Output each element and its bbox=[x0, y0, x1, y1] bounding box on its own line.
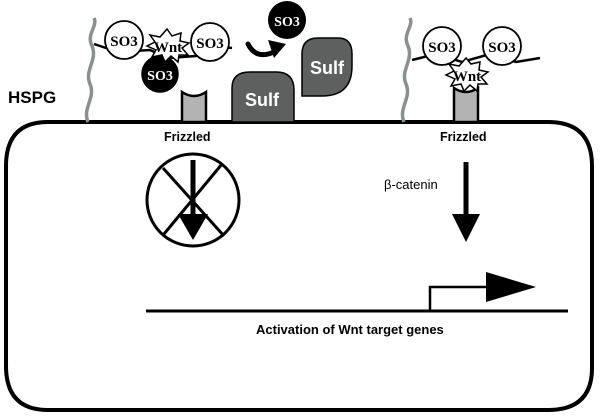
blocked-signal-symbol bbox=[145, 152, 241, 248]
frizzled-receptor-right bbox=[452, 85, 480, 124]
so3-circle-left-2 bbox=[190, 22, 230, 62]
so3-text-right-2: SO3 bbox=[488, 40, 516, 56]
so3-text-right-1: SO3 bbox=[428, 40, 456, 56]
so3-text-left-3: SO3 bbox=[147, 69, 173, 84]
so3-text-removed: SO3 bbox=[274, 15, 300, 30]
wnt-burst-left bbox=[145, 27, 191, 64]
so3-group-left: SO3 SO3 SO3 bbox=[104, 20, 230, 93]
removal-arrowhead bbox=[268, 40, 286, 58]
wnt-text-right: Wnt bbox=[453, 69, 481, 85]
so3-circle-right-2 bbox=[482, 26, 522, 66]
activation-label: Activation of Wnt target genes bbox=[256, 322, 444, 337]
sulf-text-bound: Sulf bbox=[245, 90, 280, 110]
so3-text-left-1: SO3 bbox=[110, 34, 138, 50]
blocked-cross-1 bbox=[161, 166, 226, 238]
wnt-burst-right bbox=[444, 56, 490, 93]
cell-membrane bbox=[3, 120, 594, 412]
so3-circle-removed bbox=[268, 1, 306, 39]
sulf-enzyme-bound bbox=[231, 71, 295, 123]
beta-catenin-label: β-catenin bbox=[384, 177, 438, 192]
so3-circle-left-1 bbox=[104, 20, 144, 60]
sulf-enzyme-released bbox=[301, 37, 353, 97]
transcription-arrowhead bbox=[486, 272, 536, 302]
hspg-chain-left bbox=[84, 17, 97, 123]
frizzled-label-right: Frizzled bbox=[440, 130, 487, 144]
beta-catenin-arrowhead bbox=[452, 214, 480, 242]
hspg-chain-right bbox=[400, 17, 413, 123]
frizzled-receptor-left bbox=[180, 89, 208, 124]
so3-text-left-2: SO3 bbox=[196, 36, 224, 52]
transcription-start-arrow bbox=[428, 285, 490, 311]
blocked-arrowhead bbox=[178, 214, 208, 240]
removal-arrow bbox=[245, 41, 277, 58]
sulf-text-released: Sulf bbox=[310, 58, 345, 78]
so3-circle-right-1 bbox=[422, 26, 462, 66]
wnt-text-left: Wnt bbox=[154, 40, 182, 56]
blocked-cross-2 bbox=[162, 163, 224, 235]
frizzled-label-left: Frizzled bbox=[164, 130, 211, 144]
hspg-label: HSPG bbox=[8, 88, 56, 107]
